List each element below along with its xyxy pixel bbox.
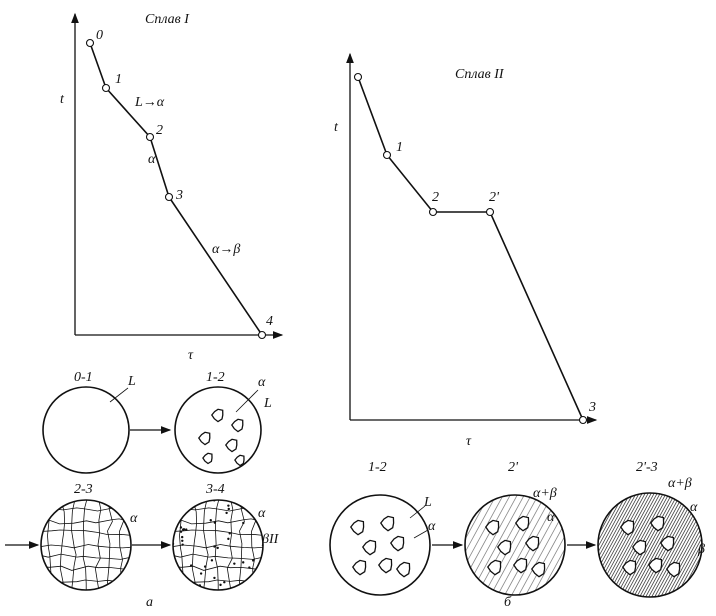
tag: α (258, 506, 266, 521)
precipitate (223, 581, 225, 583)
left-structures: 0-1 1-2 2-3 3-4 L α L α α βII а (5, 370, 280, 610)
tag: α (258, 375, 266, 390)
circle-label: 0-1 (74, 370, 93, 385)
point (384, 152, 391, 159)
point (87, 40, 94, 47)
precipitate (181, 543, 183, 545)
tag: α (690, 500, 698, 515)
phase-label: α (148, 152, 156, 167)
circle-label: 2' (508, 460, 519, 475)
tag: β (697, 542, 705, 557)
tag: α (547, 510, 555, 525)
point (355, 74, 362, 81)
tag: α (130, 511, 138, 526)
precipitate (180, 531, 182, 533)
point-label: 2 (156, 123, 163, 138)
point-label: 0 (96, 28, 103, 43)
grain-boundary (36, 497, 40, 591)
grain-boundary (168, 497, 172, 591)
precipitate (187, 499, 189, 501)
point (430, 209, 437, 216)
point (103, 85, 110, 92)
precipitate (190, 564, 192, 566)
precipitate (179, 512, 181, 514)
figure: Сплав I t τ 0 1 2 3 4 L→α α α→β 0-1 1-2 … (0, 0, 716, 616)
precipitate (182, 528, 184, 530)
tag: L (423, 495, 432, 510)
tag: L (263, 396, 272, 411)
precipitate (216, 547, 218, 549)
point-label: 3 (588, 400, 596, 415)
x-label: τ (466, 434, 472, 449)
point-label: 1 (396, 140, 403, 155)
precipitate (211, 559, 213, 561)
precipitate (227, 538, 229, 540)
circle-label: 1-2 (368, 460, 387, 475)
precipitate (180, 526, 182, 528)
title: Сплав II (455, 67, 505, 82)
structure-circle (43, 387, 129, 473)
grain-boundary (169, 590, 266, 596)
precipitate (219, 584, 221, 586)
precipitate (225, 512, 227, 514)
precipitate (242, 522, 244, 524)
circle-label: 2-3 (74, 482, 93, 497)
point (487, 209, 494, 216)
tag: α+β (668, 476, 692, 491)
precipitate (252, 559, 254, 561)
y-label: t (334, 120, 339, 135)
precipitate (248, 588, 250, 590)
point-label: 2' (489, 190, 500, 205)
phase-label: α→β (212, 242, 240, 257)
precipitate (233, 562, 235, 564)
precipitate (210, 519, 212, 521)
tag: α (428, 519, 436, 534)
point (147, 134, 154, 141)
phase-label: L→α (134, 95, 165, 110)
precipitate (213, 545, 215, 547)
precipitate (181, 536, 183, 538)
precipitate (258, 577, 260, 579)
tag: L (127, 374, 136, 389)
point (166, 194, 173, 201)
tag: βII (261, 532, 280, 547)
precipitate (228, 508, 230, 510)
title: Сплав I (145, 12, 190, 27)
point-label: 3 (175, 188, 183, 203)
circle-label: 3-4 (205, 482, 225, 497)
circle-label: 1-2 (206, 370, 225, 385)
right-structures: 1-2 2' 2'-3 L α α+β α α+β α β б (199, 409, 716, 610)
y-label: t (60, 92, 65, 107)
precipitate (204, 565, 206, 567)
tag: α+β (533, 486, 557, 501)
precipitate (173, 521, 175, 523)
precipitate (229, 532, 231, 534)
right-curve-panel: Сплав II t τ 1 2 2' 3 (334, 54, 596, 449)
grain-boundary (37, 590, 134, 596)
precipitate (213, 577, 215, 579)
precipitate (185, 528, 187, 530)
precipitate (181, 540, 183, 542)
cooling-curve (358, 77, 583, 420)
circle-label: 2'-3 (636, 460, 658, 475)
point-label: 2 (432, 190, 439, 205)
structure-circle (330, 495, 430, 595)
leader (110, 388, 128, 402)
precipitate (242, 561, 244, 563)
precipitate (248, 566, 250, 568)
x-label: τ (188, 348, 194, 363)
point-label: 4 (266, 314, 273, 329)
precipitate (214, 521, 216, 523)
caption: а (146, 595, 153, 610)
point (259, 332, 266, 339)
precipitate (200, 572, 202, 574)
point-label: 1 (115, 72, 122, 87)
precipitate (227, 504, 229, 506)
caption: б (504, 595, 512, 610)
point (580, 417, 587, 424)
left-curve-panel: Сплав I t τ 0 1 2 3 4 L→α α α→β (60, 12, 282, 363)
